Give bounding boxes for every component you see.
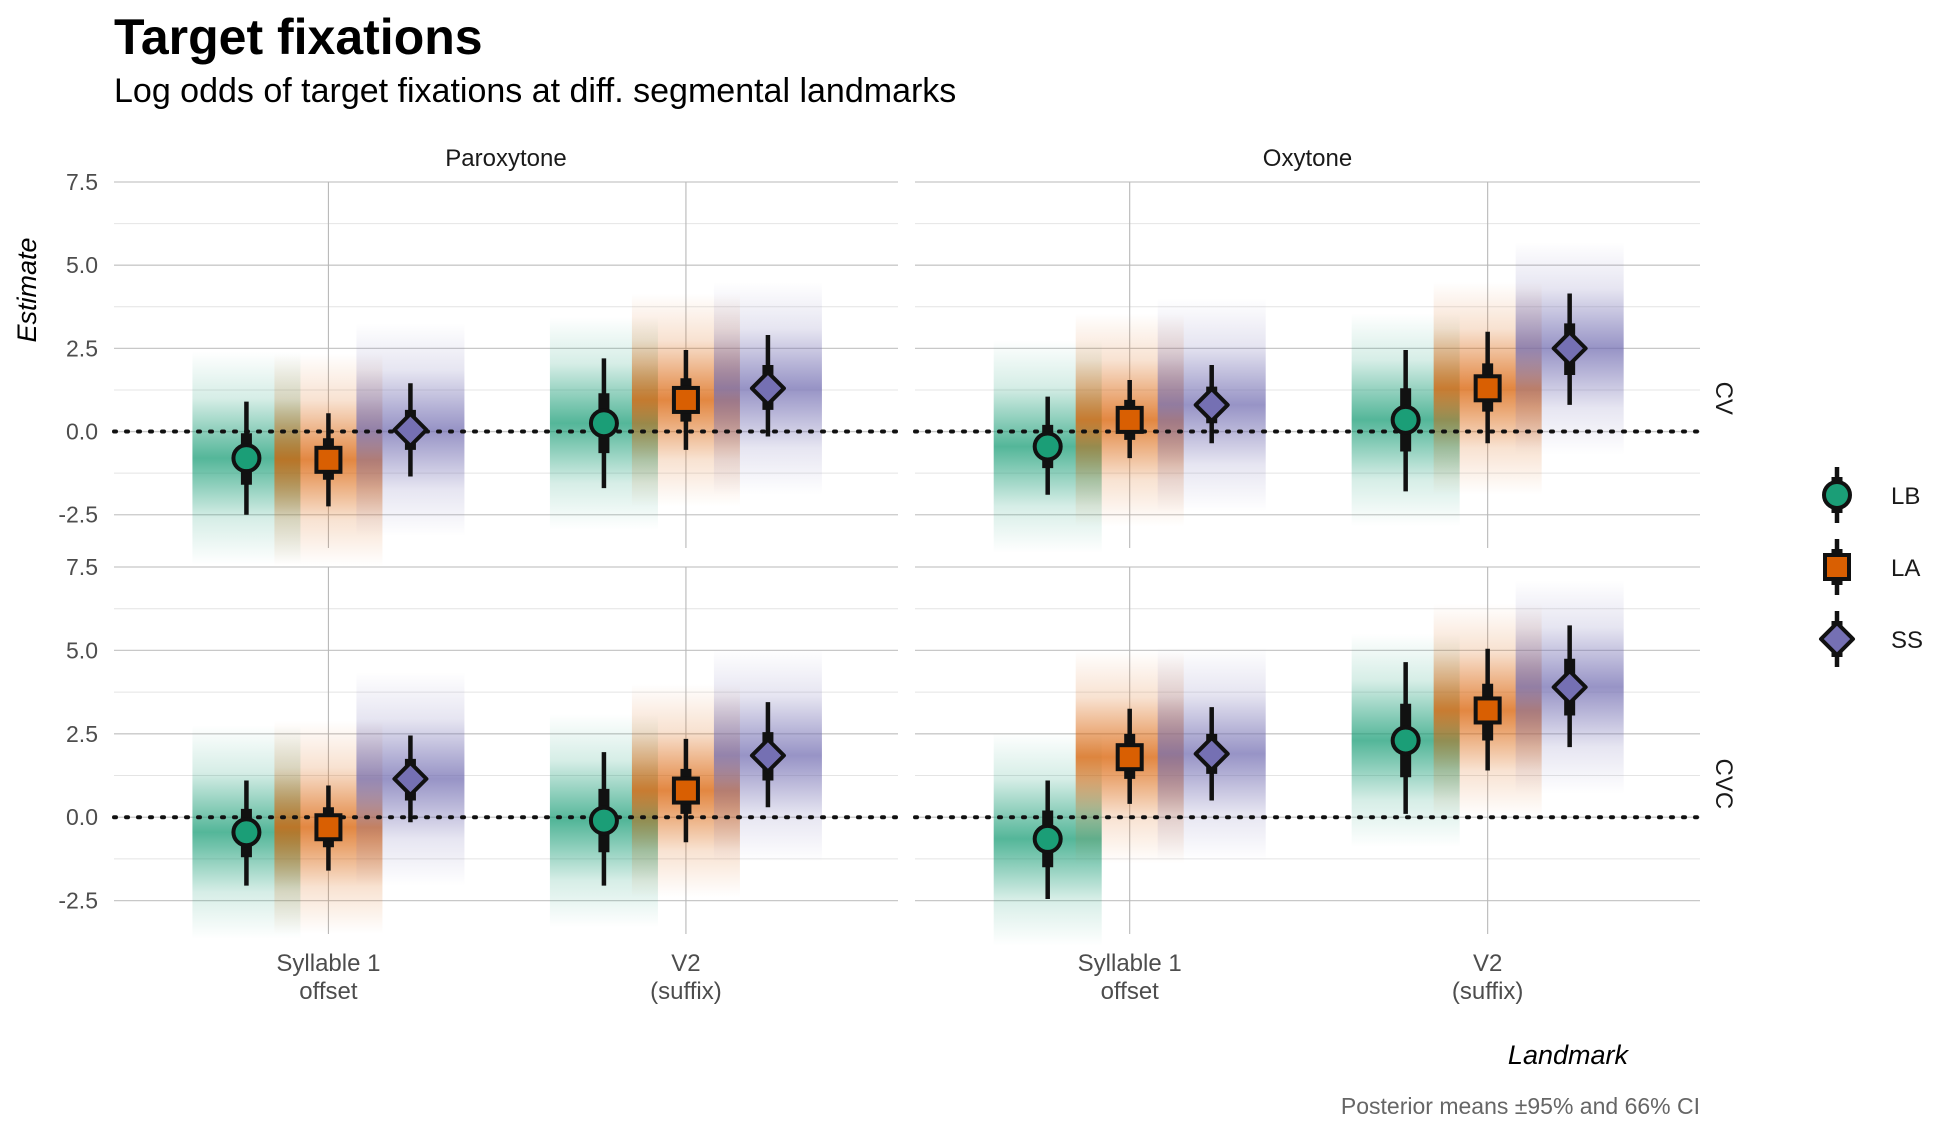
mean-point-la <box>671 776 700 805</box>
mean-point-la <box>1115 743 1144 772</box>
chart-subtitle: Log odds of target fixations at diff. se… <box>114 72 957 110</box>
chart-caption: Posterior means ±95% and 66% CI <box>1341 1093 1700 1119</box>
facet-label-cv: CV <box>1710 382 1737 415</box>
mean-point-lb <box>231 817 262 848</box>
facet-label-cvc: CVC <box>1710 759 1737 810</box>
legend-symbol-square <box>1823 553 1851 581</box>
y-tick-label: 2.5 <box>66 335 98 361</box>
mean-point-lb <box>588 408 619 439</box>
legend-symbol-circle <box>1822 480 1852 510</box>
y-tick-label: -2.5 <box>58 502 98 528</box>
legend-symbol-diamond <box>1819 621 1855 657</box>
y-tick-label: 7.5 <box>66 169 98 195</box>
mean-point-lb <box>1390 404 1421 435</box>
mean-point-la <box>671 385 700 414</box>
mean-point-lb <box>588 805 619 836</box>
legend-label: LB <box>1891 483 1920 510</box>
y-tick-label: 0.0 <box>66 419 98 445</box>
mean-point-ss <box>392 411 429 448</box>
mean-point-lb <box>231 443 262 474</box>
mean-point-lb <box>1390 725 1421 756</box>
facet-label-oxytone: Oxytone <box>1263 145 1352 172</box>
mean-point-ss <box>1551 669 1588 706</box>
y-tick-label: -2.5 <box>58 888 98 914</box>
mean-point-la <box>1473 374 1502 403</box>
mean-point-ss <box>1193 735 1230 772</box>
legend-item-la: LA <box>1823 539 1920 595</box>
y-tick-label: 0.0 <box>66 804 98 830</box>
mean-point-lb <box>1032 823 1063 854</box>
y-tick-label: 5.0 <box>66 252 98 278</box>
mean-point-la <box>1473 696 1502 725</box>
x-tick-label: Syllable 1 offset <box>1078 950 1182 1005</box>
x-axis-title: Landmark <box>1508 1040 1630 1070</box>
mean-point-ss <box>392 760 429 797</box>
mean-point-la <box>314 813 343 842</box>
panel-oxytone-cv <box>913 181 1702 553</box>
mean-point-ss <box>1193 386 1230 423</box>
mean-point-ss <box>1551 330 1588 367</box>
mean-point-la <box>1115 405 1144 434</box>
x-tick-label: V2 (suffix) <box>650 950 722 1005</box>
y-axis-title: Estimate <box>12 237 42 342</box>
mean-point-ss <box>749 737 786 774</box>
legend-item-lb: LB <box>1822 467 1920 523</box>
facet-label-paroxytone: Paroxytone <box>445 145 566 172</box>
y-tick-label: 7.5 <box>66 554 98 580</box>
mean-point-lb <box>1032 431 1063 462</box>
mean-point-la <box>314 445 343 474</box>
x-tick-label: Syllable 1 offset <box>276 950 380 1005</box>
chart-title: Target fixations <box>114 9 483 65</box>
panel-paroxytone-cvc <box>112 566 900 940</box>
legend-item-ss: SS <box>1819 611 1923 667</box>
y-tick-label: 5.0 <box>66 637 98 663</box>
legend-label: SS <box>1891 627 1923 654</box>
y-tick-label: 2.5 <box>66 721 98 747</box>
panel-oxytone-cvc <box>913 566 1702 946</box>
legend-label: LA <box>1891 555 1920 582</box>
panel-paroxytone-cv <box>112 181 900 567</box>
mean-point-ss <box>749 370 786 407</box>
x-tick-label: V2 (suffix) <box>1452 950 1524 1005</box>
